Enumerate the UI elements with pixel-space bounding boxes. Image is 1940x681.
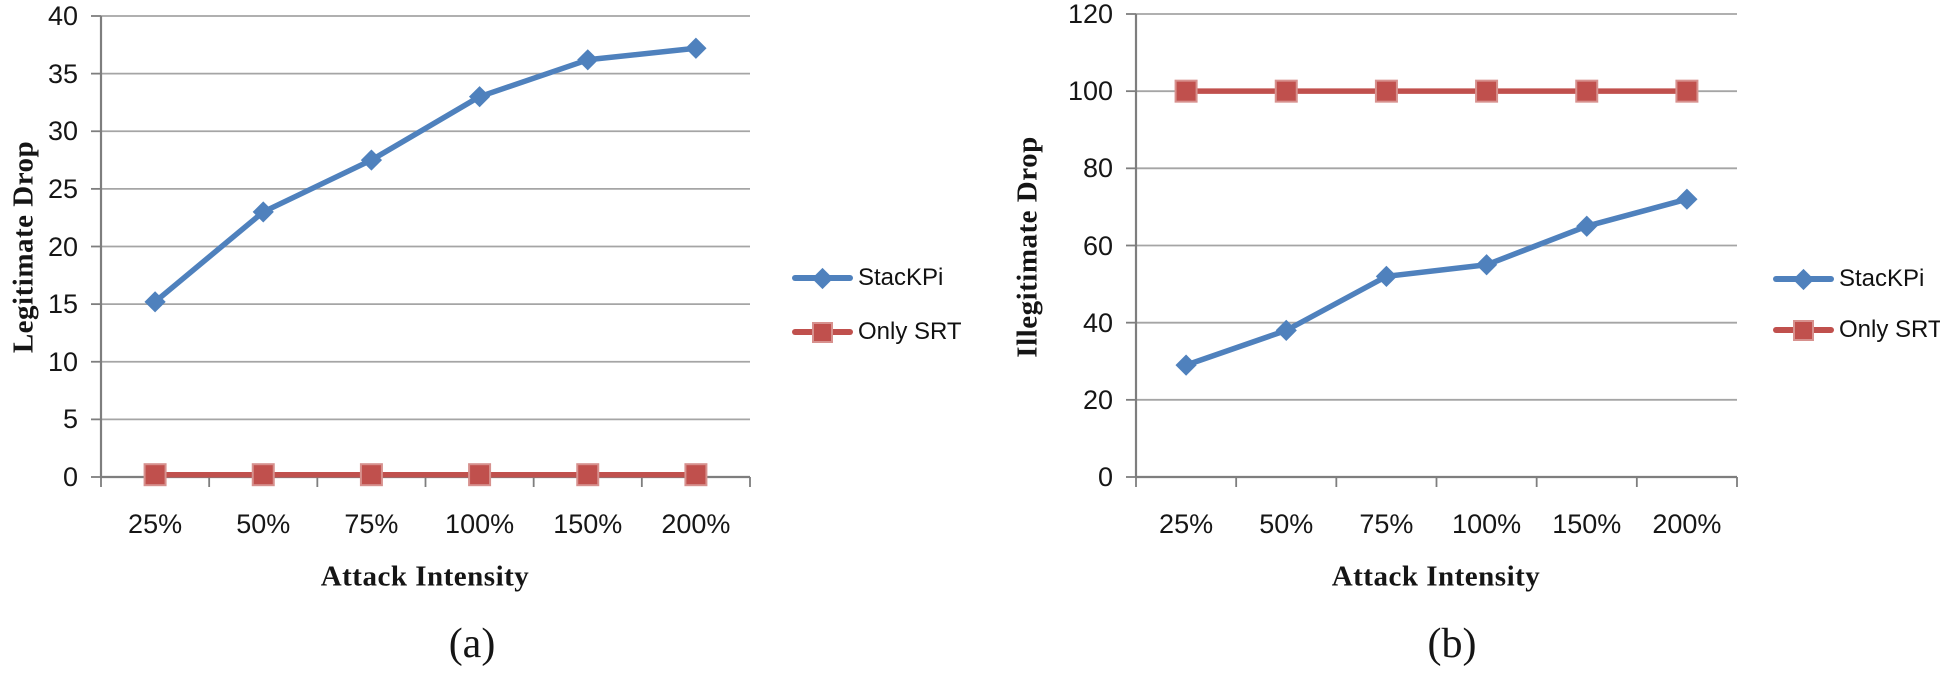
diamond-data-point-marker xyxy=(1375,265,1398,287)
x-tick-label: 50% xyxy=(236,509,291,539)
square-data-point-marker xyxy=(1274,79,1298,103)
y-tick-label: 35 xyxy=(47,58,78,89)
x-axis-title-a: Attack Intensity xyxy=(320,560,530,593)
square-data-point-marker xyxy=(1475,79,1499,103)
y-tick-label: 15 xyxy=(47,289,78,320)
gridlines xyxy=(1126,13,1737,478)
square-data-point-marker xyxy=(576,463,600,487)
x-tick-label: 75% xyxy=(1359,509,1414,539)
diamond-data-point-marker xyxy=(1475,254,1498,276)
x-axis-title-b: Attack Intensity xyxy=(1331,560,1541,593)
series-stackpi xyxy=(1175,188,1698,376)
y-tick-label: 20 xyxy=(47,231,78,262)
series-line xyxy=(1183,196,1690,368)
x-tick-label: 150% xyxy=(553,509,623,539)
y-tick-label: 5 xyxy=(62,404,78,435)
y-tick-label: 40 xyxy=(47,1,78,31)
series-only-srt xyxy=(1174,79,1699,103)
chart-panel-b: Illegitimate Drop Attack Intensity (b) S… xyxy=(970,0,1940,681)
x-tick-label: 100% xyxy=(445,509,515,539)
gridlines xyxy=(91,15,750,478)
y-tick-label: 30 xyxy=(47,116,78,147)
y-tick-label: 120 xyxy=(1067,0,1113,29)
square-data-point-marker xyxy=(684,463,708,487)
x-tick-label: 25% xyxy=(128,509,183,539)
square-data-point-marker xyxy=(143,463,167,487)
x-tick-label: 25% xyxy=(1159,509,1214,539)
x-tick-label: 150% xyxy=(1552,509,1622,539)
x-tick-label: 100% xyxy=(1452,509,1522,539)
diamond-data-point-marker xyxy=(1175,354,1197,376)
plot-area-a xyxy=(91,15,751,487)
series-only-srt xyxy=(143,463,708,487)
axes xyxy=(1134,14,1738,487)
plot-area-b xyxy=(1126,13,1738,487)
y-tick-label: 20 xyxy=(1082,384,1113,415)
square-data-point-marker xyxy=(251,463,275,487)
square-data-point-marker xyxy=(468,463,492,487)
square-data-point-marker xyxy=(1374,79,1398,103)
y-tick-label: 60 xyxy=(1082,230,1113,261)
y-tick-label: 100 xyxy=(1067,76,1113,107)
y-tick-label: 0 xyxy=(62,462,78,492)
diamond-data-point-marker xyxy=(1676,188,1698,210)
y-tick-label: 80 xyxy=(1082,153,1113,184)
x-tick-label: 200% xyxy=(1652,509,1722,539)
diamond-data-point-marker xyxy=(1576,215,1598,237)
square-data-point-marker xyxy=(1174,79,1198,103)
panel-caption-b: (b) xyxy=(1427,621,1477,667)
diamond-data-point-marker xyxy=(577,49,599,71)
square-data-point-marker xyxy=(1675,79,1699,103)
x-tick-label: 200% xyxy=(661,509,731,539)
y-tick-label: 0 xyxy=(1097,462,1113,492)
panel-caption-a: (a) xyxy=(448,621,496,667)
square-data-point-marker xyxy=(359,463,383,487)
diamond-data-point-marker xyxy=(685,37,707,59)
series-stackpi xyxy=(144,37,707,313)
y-tick-label: 40 xyxy=(1082,307,1113,338)
y-tick-label: 10 xyxy=(47,346,78,377)
chart-panel-a: Legitimate Drop Attack Intensity (a) Sta… xyxy=(8,1,962,667)
axes xyxy=(99,16,751,487)
x-tick-label: 75% xyxy=(344,509,399,539)
series-line xyxy=(152,45,699,305)
x-tick-label: 50% xyxy=(1259,509,1314,539)
y-tick-label: 25 xyxy=(47,173,78,204)
square-data-point-marker xyxy=(1575,79,1599,103)
